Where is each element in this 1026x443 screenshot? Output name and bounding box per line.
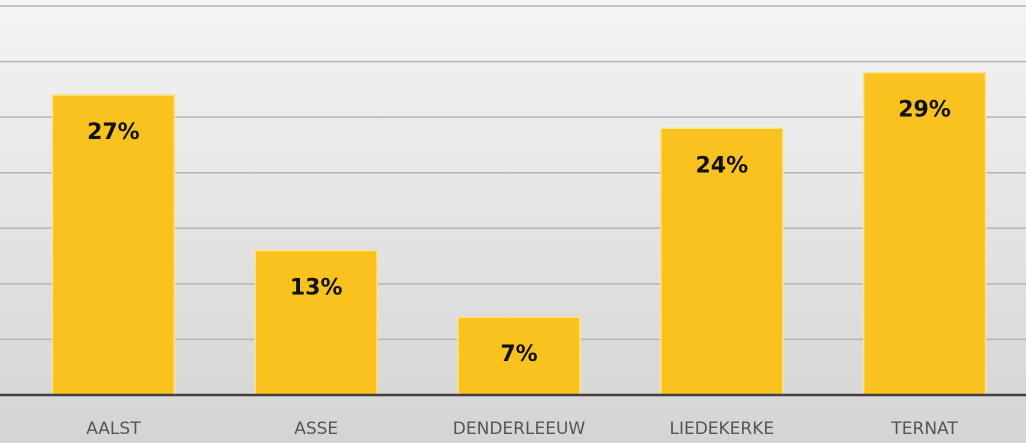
bar xyxy=(862,71,987,396)
data-label: 13% xyxy=(290,276,343,301)
x-tick-label: ASSE xyxy=(294,419,338,439)
data-label: 24% xyxy=(695,153,748,178)
x-tick-label: AALST xyxy=(86,419,141,439)
data-label: 27% xyxy=(87,120,140,145)
x-tick-label: LIEDEKERKE xyxy=(669,419,774,439)
bar xyxy=(457,316,581,396)
bar xyxy=(51,94,176,396)
x-tick-label: DENDERLEEUW xyxy=(453,419,586,439)
x-tick-label: TERNAT xyxy=(890,419,958,439)
data-label: 7% xyxy=(500,342,537,367)
data-label: 29% xyxy=(898,98,951,123)
bar xyxy=(254,249,378,396)
bar xyxy=(660,127,784,396)
